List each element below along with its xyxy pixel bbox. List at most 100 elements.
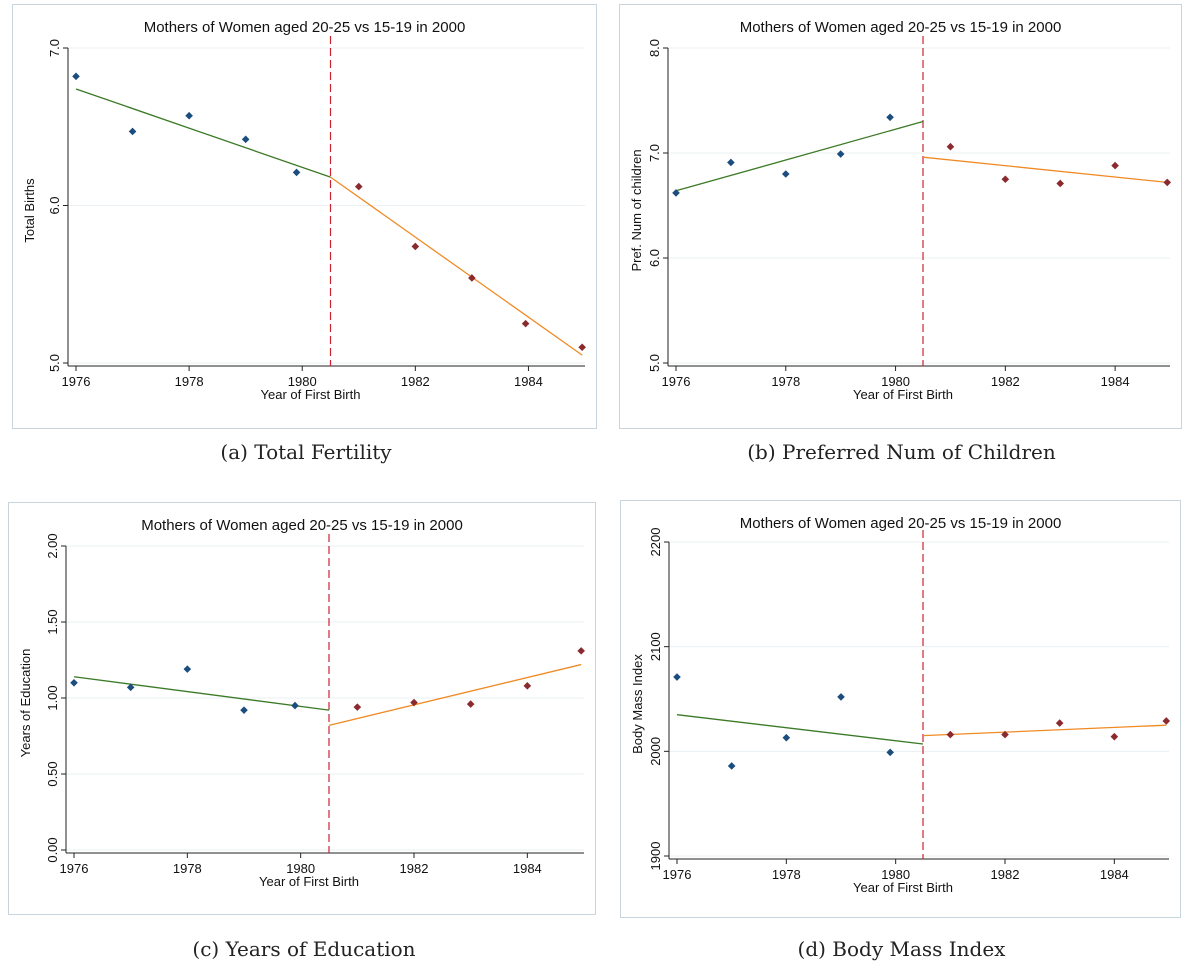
x-tick-label: 1982	[400, 861, 429, 876]
chart-title: Mothers of Women aged 20-25 vs 15-19 in …	[740, 19, 1062, 36]
point-before	[70, 679, 78, 687]
point-after	[411, 242, 420, 251]
point-after	[523, 682, 532, 690]
point-after	[1111, 161, 1119, 170]
point-after	[1056, 179, 1065, 188]
x-axis-title: Year of First Birth	[853, 387, 953, 402]
y-tick-label: 7.0	[647, 144, 662, 162]
point-after	[1055, 719, 1064, 727]
point-before	[126, 683, 135, 692]
y-axis-title: Years of Education	[18, 649, 33, 758]
chart-frame	[619, 4, 1182, 429]
y-tick-label: 2.00	[45, 533, 60, 558]
y-tick-label: 2000	[648, 737, 663, 766]
fit-line-before	[676, 714, 924, 745]
chart-frame	[8, 502, 596, 915]
caption-preferred-children: (b) Preferred Num of Children	[747, 440, 1056, 464]
point-after	[1163, 178, 1172, 187]
y-tick-label: 5.0	[47, 354, 62, 372]
y-tick-label: 0.50	[45, 761, 60, 786]
y-tick-label: 1900	[648, 842, 663, 871]
x-tick-label: 1978	[771, 374, 800, 389]
point-after	[354, 182, 363, 191]
point-before	[727, 762, 736, 770]
x-tick-label: 1980	[881, 374, 910, 389]
panel-total-fertility: Mothers of Women aged 20-25 vs 15-19 in …	[12, 4, 597, 429]
fit-line-after	[330, 176, 583, 356]
x-tick-label: 1980	[286, 861, 315, 876]
chart-title: Mothers of Women aged 20-25 vs 15-19 in …	[740, 515, 1062, 532]
x-axis-title: Year of First Birth	[853, 880, 953, 895]
point-after	[466, 700, 475, 708]
point-before	[886, 748, 894, 757]
point-after	[1162, 717, 1171, 725]
point-before	[782, 733, 791, 742]
panel-preferred-children: Mothers of Women aged 20-25 vs 15-19 in …	[619, 4, 1182, 429]
x-tick-label: 1976	[663, 867, 692, 882]
panel-years-of-education: Mothers of Women aged 20-25 vs 15-19 in …	[8, 502, 596, 915]
x-tick-label: 1984	[513, 861, 542, 876]
fit-line-before	[75, 88, 331, 178]
point-after	[468, 274, 476, 282]
x-tick-label: 1980	[881, 867, 910, 882]
x-tick-label: 1976	[60, 861, 89, 876]
x-tick-label: 1982	[991, 867, 1020, 882]
point-before	[886, 113, 894, 122]
caption-total-fertility: (a) Total Fertility	[220, 440, 392, 464]
x-tick-label: 1984	[1100, 867, 1129, 882]
fit-line-after	[922, 724, 1167, 737]
caption-years-of-education: (c) Years of Education	[192, 937, 416, 961]
x-tick-label: 1976	[62, 374, 91, 389]
chart-frame	[620, 500, 1181, 918]
x-tick-label: 1978	[175, 374, 204, 389]
x-tick-label: 1980	[288, 374, 317, 389]
point-before	[241, 135, 250, 144]
x-axis-title: Year of First Birth	[261, 387, 361, 402]
point-after	[578, 343, 586, 352]
fit-line-before	[73, 676, 330, 711]
y-tick-label: 2100	[648, 632, 663, 661]
chart-title: Mothers of Women aged 20-25 vs 15-19 in …	[144, 19, 466, 36]
x-tick-label: 1976	[662, 374, 691, 389]
y-tick-label: 5.0	[647, 354, 662, 372]
point-before	[292, 168, 301, 177]
chart-frame	[12, 4, 597, 429]
point-after	[410, 698, 418, 707]
preferred-children-chart: Mothers of Women aged 20-25 vs 15-19 in …	[619, 4, 1182, 429]
y-tick-label: 1.00	[45, 685, 60, 710]
x-tick-label: 1978	[173, 861, 202, 876]
x-axis-title: Year of First Birth	[259, 874, 359, 889]
fit-line-after	[328, 663, 582, 726]
point-after	[521, 319, 530, 328]
fit-line-after	[922, 156, 1168, 184]
y-axis-title: Body Mass Index	[630, 654, 645, 754]
x-tick-label: 1982	[401, 374, 430, 389]
x-tick-label: 1984	[514, 374, 543, 389]
caption-body-mass-index: (d) Body Mass Index	[797, 937, 1006, 961]
chart-title: Mothers of Women aged 20-25 vs 15-19 in …	[141, 517, 463, 534]
y-tick-label: 6.0	[647, 249, 662, 267]
y-tick-label: 8.0	[647, 39, 662, 57]
point-before	[837, 693, 845, 701]
total-fertility-chart: Mothers of Women aged 20-25 vs 15-19 in …	[12, 4, 597, 429]
y-tick-label: 1.50	[45, 609, 60, 634]
point-before	[128, 127, 137, 136]
point-before	[291, 701, 299, 710]
y-tick-label: 7.0	[47, 39, 62, 57]
y-axis-title: Total Births	[22, 178, 37, 243]
point-after	[1110, 732, 1119, 741]
panel-body-mass-index: Mothers of Women aged 20-25 vs 15-19 in …	[620, 500, 1181, 918]
point-before	[72, 72, 80, 81]
x-tick-label: 1984	[1101, 374, 1130, 389]
point-before	[836, 150, 845, 158]
x-tick-label: 1978	[772, 867, 801, 882]
y-tick-label: 6.0	[47, 196, 62, 214]
point-before	[240, 706, 248, 714]
y-tick-label: 2200	[648, 528, 663, 557]
years-of-education-chart: Mothers of Women aged 20-25 vs 15-19 in …	[8, 502, 596, 915]
point-before	[185, 111, 193, 120]
x-tick-label: 1982	[991, 374, 1020, 389]
y-tick-label: 0.00	[45, 837, 60, 862]
body-mass-index-chart: Mothers of Women aged 20-25 vs 15-19 in …	[620, 500, 1181, 918]
y-axis-title: Pref. Num of children	[629, 149, 644, 271]
